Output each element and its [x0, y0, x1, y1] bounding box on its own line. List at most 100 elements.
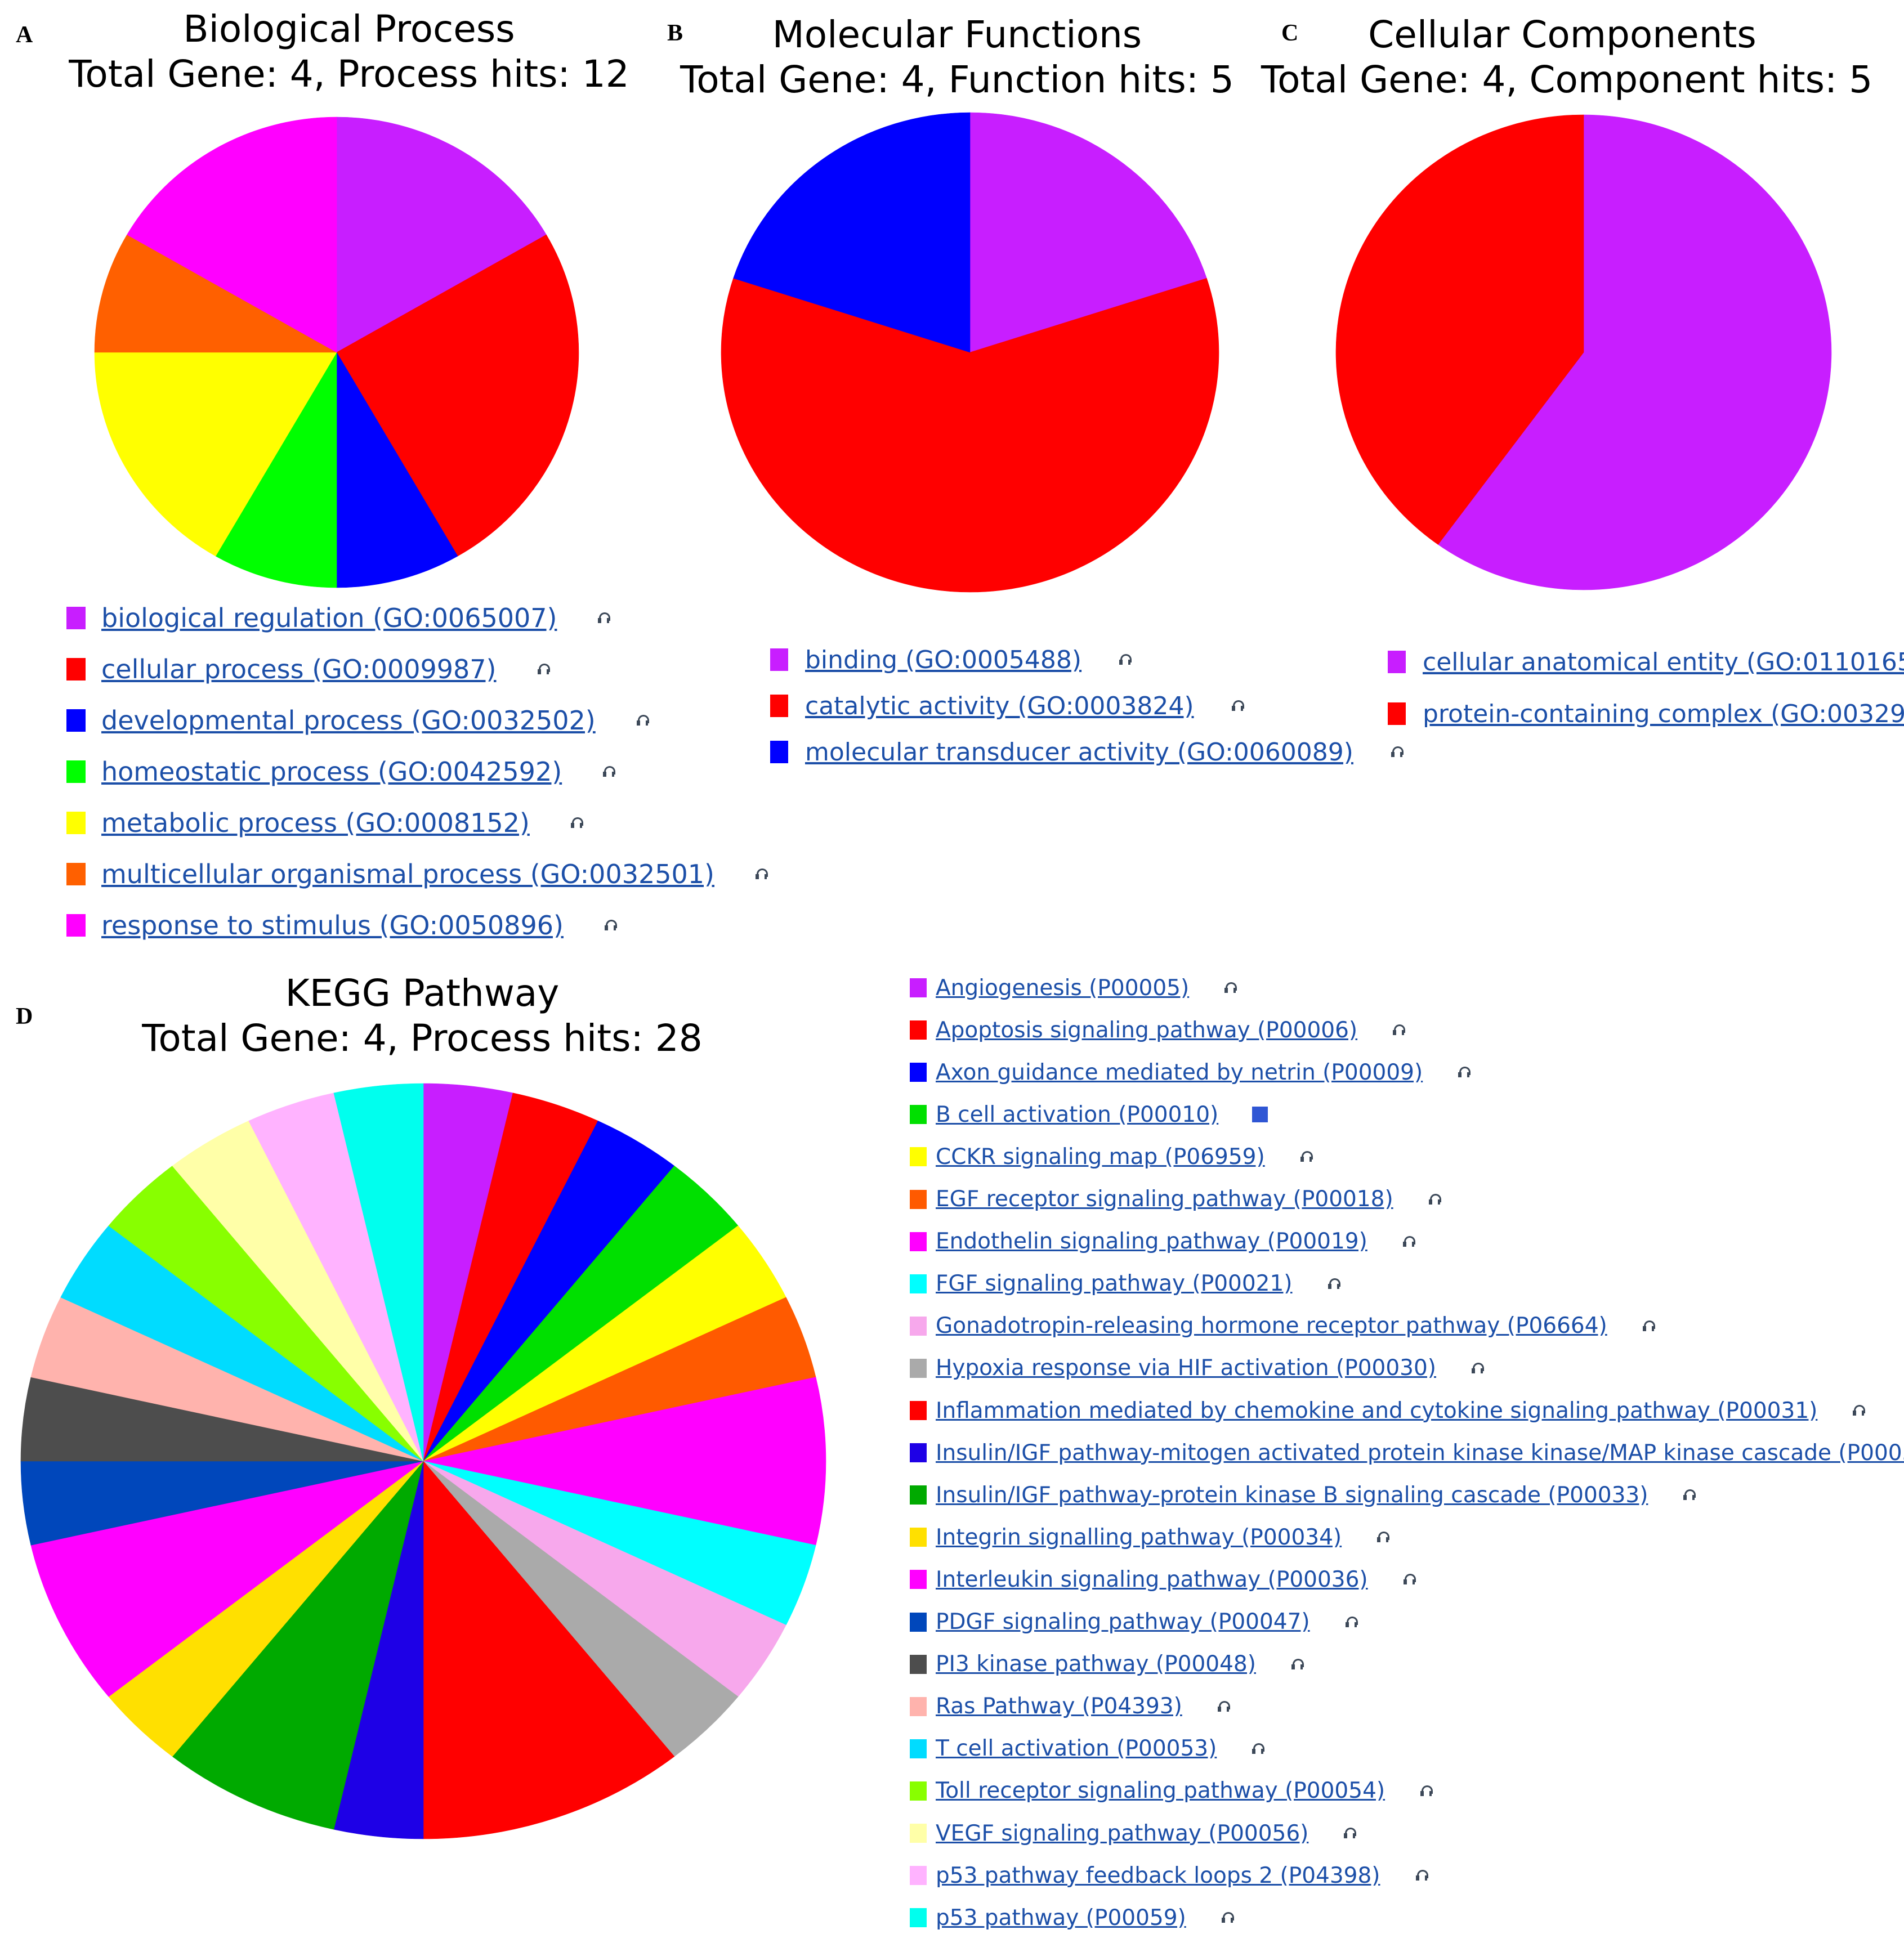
legend-link[interactable]: catalytic activity (GO:0003824)	[805, 691, 1194, 720]
legend-item: Hypoxia response via HIF activation (P00…	[910, 1347, 1486, 1389]
legend-link[interactable]: response to stimulus (GO:0050896)	[101, 910, 564, 941]
legend-swatch	[910, 1866, 927, 1886]
tool-icon[interactable]	[1851, 1403, 1867, 1418]
tool-icon[interactable]	[1427, 1192, 1443, 1207]
legend-link[interactable]: Apoptosis signaling pathway (P00006)	[936, 1017, 1358, 1043]
legend-link[interactable]: PDGF signaling pathway (P00047)	[936, 1609, 1310, 1635]
tool-icon[interactable]	[1342, 1825, 1358, 1841]
legend-swatch	[910, 1147, 927, 1167]
tool-icon[interactable]	[1641, 1318, 1657, 1334]
legend-link[interactable]: cellular process (GO:0009987)	[101, 654, 497, 684]
tool-icon[interactable]	[1118, 652, 1133, 668]
legend-swatch	[910, 1316, 927, 1336]
pie-slice	[1335, 114, 1584, 545]
tool-icon[interactable]	[596, 610, 612, 626]
legend-link[interactable]: molecular transducer activity (GO:006008…	[805, 737, 1353, 767]
pie-slice	[423, 1377, 826, 1546]
tool-icon[interactable]	[601, 764, 617, 780]
pie-slice	[733, 112, 971, 353]
legend-link[interactable]: homeostatic process (GO:0042592)	[101, 756, 562, 787]
tool-icon[interactable]	[1402, 1572, 1418, 1587]
legend-swatch	[910, 978, 927, 997]
pie-slice	[1437, 114, 1832, 590]
tool-icon[interactable]	[1470, 1360, 1486, 1376]
legend-link[interactable]: protein-containing complex (GO:0032991)	[1423, 699, 1904, 728]
legend-swatch	[910, 1908, 927, 1928]
tool-icon[interactable]	[1216, 1699, 1232, 1714]
tool-icon[interactable]	[1290, 1657, 1306, 1672]
legend-link[interactable]: binding (GO:0005488)	[805, 645, 1082, 674]
legend-swatch	[66, 760, 86, 783]
legend-link[interactable]: Gonadotropin-releasing hormone receptor …	[936, 1313, 1607, 1339]
legend-item: Insulin/IGF pathway-mitogen activated pr…	[910, 1432, 1904, 1474]
legend-link[interactable]: biological regulation (GO:0065007)	[101, 603, 557, 633]
legend-link[interactable]: Insulin/IGF pathway-protein kinase B sig…	[936, 1482, 1648, 1508]
tool-icon[interactable]	[1375, 1529, 1391, 1545]
tool-icon[interactable]	[1223, 980, 1239, 996]
legend-link[interactable]: multicellular organismal process (GO:003…	[101, 859, 714, 889]
chart-subtitle: Total Gene: 4, Function hits: 5	[680, 58, 1234, 101]
legend-link[interactable]: Angiogenesis (P00005)	[936, 975, 1190, 1001]
legend-swatch	[66, 914, 86, 937]
legend-link[interactable]: Interleukin signaling pathway (P00036)	[936, 1566, 1368, 1592]
tool-icon[interactable]	[1250, 1741, 1266, 1757]
legend-item: protein-containing complex (GO:0032991)	[1388, 691, 1904, 736]
tool-icon[interactable]	[754, 866, 770, 882]
legend-swatch	[910, 1824, 927, 1843]
legend-swatch	[910, 1358, 927, 1378]
legend-link[interactable]: Hypoxia response via HIF activation (P00…	[936, 1355, 1437, 1381]
tool-icon[interactable]	[536, 661, 552, 677]
chart-title-a: Biological Process Total Gene: 4, Proces…	[68, 7, 631, 97]
legend-link[interactable]: B cell activation (P00010)	[936, 1102, 1219, 1127]
tool-icon[interactable]	[1344, 1614, 1360, 1630]
legend-link[interactable]: PI3 kinase pathway (P00048)	[936, 1651, 1256, 1677]
legend-item: molecular transducer activity (GO:006008…	[770, 729, 1405, 774]
legend-link[interactable]: p53 pathway feedback loops 2 (P04398)	[936, 1863, 1380, 1888]
legend-link[interactable]: CCKR signaling map (P06959)	[936, 1144, 1265, 1170]
tool-icon[interactable]	[569, 815, 585, 831]
legend-swatch	[1388, 651, 1406, 673]
tool-icon[interactable]	[1220, 1910, 1236, 1926]
legend-link[interactable]: T cell activation (P00053)	[936, 1736, 1217, 1762]
tool-icon[interactable]	[1230, 698, 1246, 714]
legend-link[interactable]: developmental process (GO:0032502)	[101, 705, 596, 736]
legend-item: metabolic process (GO:0008152)	[66, 800, 585, 845]
legend-link[interactable]: FGF signaling pathway (P00021)	[936, 1271, 1293, 1297]
tool-icon[interactable]	[635, 713, 651, 728]
tool-icon[interactable]	[1414, 1868, 1430, 1883]
tool-icon[interactable]	[1252, 1107, 1268, 1123]
legend-item: Axon guidance mediated by netrin (P00009…	[910, 1051, 1472, 1093]
legend-swatch	[910, 1570, 927, 1590]
legend-link[interactable]: Axon guidance mediated by netrin (P00009…	[936, 1059, 1423, 1085]
legend-link[interactable]: VEGF signaling pathway (P00056)	[936, 1820, 1309, 1846]
legend-link[interactable]: p53 pathway (P00059)	[936, 1905, 1186, 1931]
tool-icon[interactable]	[1401, 1234, 1417, 1250]
legend-link[interactable]: Toll receptor signaling pathway (P00054)	[936, 1778, 1385, 1804]
legend-swatch	[770, 741, 788, 763]
panel-letter-d: D	[16, 1004, 33, 1029]
legend-link[interactable]: Endothelin signaling pathway (P00019)	[936, 1229, 1367, 1255]
tool-icon[interactable]	[1299, 1149, 1315, 1165]
legend-link[interactable]: Ras Pathway (P04393)	[936, 1694, 1182, 1720]
legend-item: Insulin/IGF pathway-protein kinase B sig…	[910, 1474, 1697, 1516]
legend-item: catalytic activity (GO:0003824)	[770, 683, 1246, 728]
legend-swatch	[910, 1274, 927, 1293]
legend-swatch	[910, 1485, 927, 1505]
tool-icon[interactable]	[1326, 1276, 1342, 1292]
legend-item: VEGF signaling pathway (P00056)	[910, 1812, 1358, 1854]
legend-item: cellular process (GO:0009987)	[66, 647, 552, 692]
legend-link[interactable]: EGF receptor signaling pathway (P00018)	[936, 1187, 1393, 1212]
tool-icon[interactable]	[1391, 1022, 1407, 1038]
legend-link[interactable]: Integrin signalling pathway (P00034)	[936, 1524, 1342, 1550]
legend-link[interactable]: Insulin/IGF pathway-mitogen activated pr…	[936, 1440, 1904, 1466]
tool-icon[interactable]	[1389, 744, 1405, 760]
legend-link[interactable]: metabolic process (GO:0008152)	[101, 808, 530, 838]
chart-title: Molecular Functions	[772, 13, 1142, 56]
tool-icon[interactable]	[603, 917, 619, 933]
tool-icon[interactable]	[1682, 1487, 1697, 1503]
legend-link[interactable]: cellular anatomical entity (GO:0110165)	[1423, 647, 1904, 677]
tool-icon[interactable]	[1419, 1783, 1434, 1799]
legend-link[interactable]: Inflammation mediated by chemokine and c…	[936, 1398, 1818, 1423]
tool-icon[interactable]	[1456, 1064, 1472, 1080]
